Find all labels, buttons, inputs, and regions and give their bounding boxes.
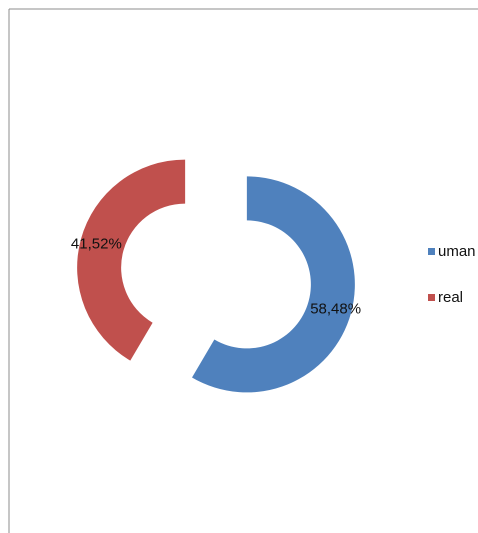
slices-layer — [77, 159, 355, 393]
slice-uman[interactable] — [192, 176, 355, 393]
data-label-real: 41,52% — [71, 235, 122, 252]
legend-swatch-real — [428, 294, 435, 301]
data-labels-layer: 58,48% 41,52% — [71, 235, 361, 317]
legend-item-real[interactable]: real — [428, 289, 463, 306]
legend-swatch-uman — [428, 248, 435, 255]
slice-real[interactable] — [77, 159, 186, 361]
data-label-uman: 58,48% — [310, 301, 361, 318]
legend[interactable]: uman real — [428, 243, 476, 306]
legend-label-uman: uman — [438, 243, 476, 260]
legend-item-uman[interactable]: uman — [428, 243, 476, 260]
legend-label-real: real — [438, 289, 463, 306]
